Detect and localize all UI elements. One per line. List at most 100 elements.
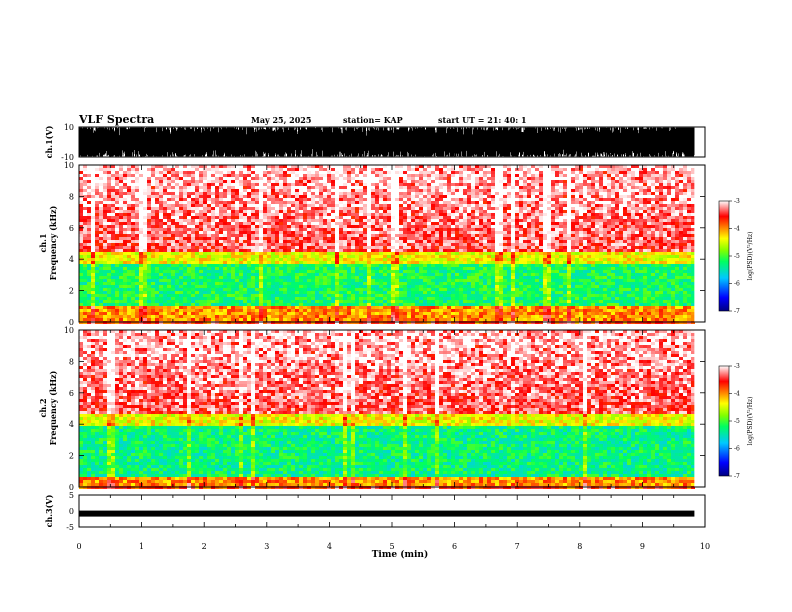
spectrogram-cell (255, 273, 259, 276)
spectrogram-cell (371, 192, 375, 195)
spectrogram-cell (123, 276, 127, 279)
spectrogram-cell (259, 201, 263, 204)
spectrogram-cell (151, 255, 155, 258)
spectrogram-cell (339, 255, 343, 258)
spectrogram-cell (87, 258, 91, 261)
spectrogram-cell (107, 288, 111, 291)
spectrogram-cell (239, 171, 243, 174)
spectrogram-cell (171, 291, 175, 294)
spectrogram-cell (371, 177, 375, 180)
spectrogram-cell (191, 165, 195, 168)
spectrogram-cell (107, 255, 111, 258)
spectrogram-cell (95, 294, 99, 297)
spectrogram-cell (183, 213, 187, 216)
spectrogram-cell (323, 228, 327, 231)
spectrogram-cell (255, 243, 259, 246)
spectrogram-cell (87, 207, 91, 210)
spectrogram-cell (375, 171, 379, 174)
spectrogram-cell (207, 255, 211, 258)
spectrogram-cell (187, 246, 191, 249)
spectrogram-cell (415, 243, 419, 246)
spectrogram-cell (83, 312, 87, 315)
spectrogram-cell (283, 240, 287, 243)
spectrogram-cell (287, 249, 291, 252)
spectrogram-cell (259, 282, 263, 285)
spectrogram-cell (175, 204, 179, 207)
spectrogram-cell (87, 282, 91, 285)
spectrogram-cell (431, 225, 435, 228)
spectrogram-cell (415, 264, 419, 267)
spectrogram-cell (191, 237, 195, 240)
spectrogram-cell (407, 258, 411, 261)
spectrogram-cell (275, 273, 279, 276)
spectrogram-cell (127, 165, 131, 168)
spectrogram-cell (239, 180, 243, 183)
spectrogram-cell (423, 276, 427, 279)
spectrogram-cell (103, 270, 107, 273)
spectrogram-cell (183, 249, 187, 252)
spectrogram-cell (203, 300, 207, 303)
spectrogram-cell (307, 186, 311, 189)
spectrogram-cell (239, 258, 243, 261)
spectrogram-cell (371, 228, 375, 231)
spectrogram-cell (103, 195, 107, 198)
spectrogram-cell (435, 273, 439, 276)
spectrogram-cell (227, 210, 231, 213)
spectrogram-cell (215, 180, 219, 183)
spectrogram-cell (351, 306, 355, 309)
spectrogram-cell (343, 264, 347, 267)
spectrogram-cell (171, 183, 175, 186)
spectrogram-cell (331, 285, 335, 288)
spectrogram-cell (351, 216, 355, 219)
spectrogram-cell (219, 264, 223, 267)
spectrogram-cell (387, 246, 391, 249)
spectrogram-cell (403, 240, 407, 243)
spectrogram-cell (383, 177, 387, 180)
spectrogram-cell (215, 258, 219, 261)
spectrogram-cell (359, 189, 363, 192)
spectrogram-cell (87, 165, 91, 168)
spectrogram-cell (163, 177, 167, 180)
spectrogram-cell (255, 207, 259, 210)
spectrogram-cell (311, 276, 315, 279)
spectrogram-cell (227, 237, 231, 240)
spectrogram-cell (363, 282, 367, 285)
spectrogram-cell (123, 258, 127, 261)
spectrogram-cell (163, 288, 167, 291)
spectrogram-cell (195, 312, 199, 315)
spectrogram-cell (251, 291, 255, 294)
spectrogram-cell (99, 210, 103, 213)
spectrogram-cell (415, 174, 419, 177)
spectrogram-cell (103, 240, 107, 243)
spectrogram-cell (443, 249, 447, 252)
spectrogram-cell (227, 174, 231, 177)
spectrogram-cell (167, 177, 171, 180)
spectrogram-cell (363, 252, 367, 255)
spectrogram-cell (399, 207, 403, 210)
spectrogram-cell (179, 171, 183, 174)
spectrogram-cell (163, 303, 167, 306)
spectrogram-cell (183, 285, 187, 288)
spectrogram-cell (239, 273, 243, 276)
spectrogram-cell (439, 177, 443, 180)
spectrogram-cell (247, 234, 251, 237)
spectrogram-cell (203, 207, 207, 210)
spectrogram-cell (259, 186, 263, 189)
spectrogram-cell (407, 294, 411, 297)
spectrogram-cell (391, 282, 395, 285)
spectrogram-cell (423, 246, 427, 249)
spectrogram-cell (107, 261, 111, 264)
spectrogram-cell (247, 246, 251, 249)
spectrogram-cell (287, 207, 291, 210)
spectrogram-cell (431, 195, 435, 198)
spectrogram-cell (103, 222, 107, 225)
spectrogram-cell (147, 180, 151, 183)
spectrogram-cell (199, 213, 203, 216)
spectrogram-cell (179, 261, 183, 264)
spectrogram-cell (311, 216, 315, 219)
spectrogram-cell (431, 186, 435, 189)
spectrogram-cell (299, 258, 303, 261)
spectrogram-cell (127, 300, 131, 303)
spectrogram-cell (311, 279, 315, 282)
spectrogram-cell (175, 252, 179, 255)
